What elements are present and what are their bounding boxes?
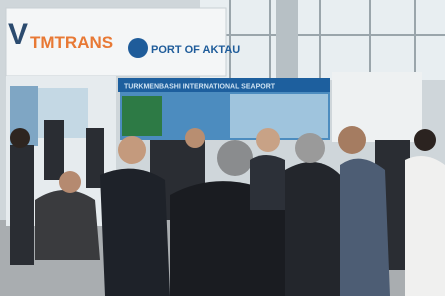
port-name: PORT OF AKTAU [151, 44, 240, 56]
pillar [276, 0, 298, 80]
sign-letter: V [8, 18, 28, 51]
port-photo [230, 94, 328, 138]
hall-windows [200, 0, 445, 80]
brand-text: TMTRANS [30, 33, 113, 52]
flag-panel [122, 96, 162, 136]
port-logo [128, 38, 148, 58]
banner-text: TURKMENBASHI INTERNATIONAL SEAPORT [124, 84, 276, 91]
photo: V TMTRANS PORT OF AKTAU TURKMENBASHI INT… [0, 0, 445, 296]
